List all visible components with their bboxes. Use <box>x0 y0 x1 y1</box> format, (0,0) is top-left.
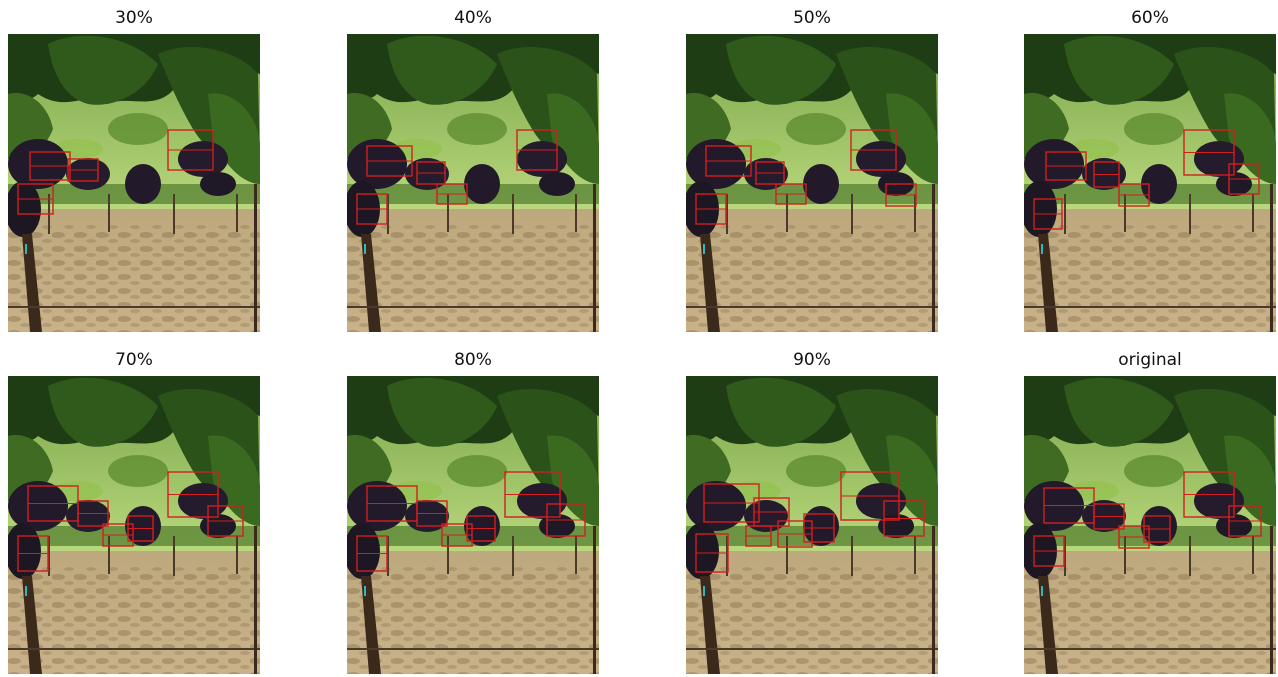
detection-boxes <box>356 471 586 572</box>
panel-title: 90% <box>793 350 831 370</box>
detection-boxes <box>1033 129 1260 230</box>
panel-title: 60% <box>1131 8 1169 28</box>
detection-boxes <box>695 471 925 573</box>
vineyard-photo <box>686 34 938 332</box>
vineyard-photo <box>8 34 260 332</box>
panel-title: 30% <box>115 8 153 28</box>
detection-boxes <box>356 129 558 225</box>
detection-boxes <box>17 471 244 572</box>
vineyard-photo <box>347 376 599 674</box>
vineyard-photo <box>1024 34 1276 332</box>
vineyard-photo <box>1024 376 1276 674</box>
vineyard-photo <box>686 376 938 674</box>
detection-boxes <box>695 129 917 225</box>
panel-title: 40% <box>454 8 492 28</box>
detection-boxes <box>1033 471 1262 567</box>
panel-title: 80% <box>454 350 492 370</box>
vineyard-photo <box>8 376 260 674</box>
vineyard-photo <box>347 34 599 332</box>
panel-title: original <box>1118 350 1182 370</box>
detection-boxes <box>17 129 214 215</box>
panel-title: 50% <box>793 8 831 28</box>
panel-title: 70% <box>115 350 153 370</box>
